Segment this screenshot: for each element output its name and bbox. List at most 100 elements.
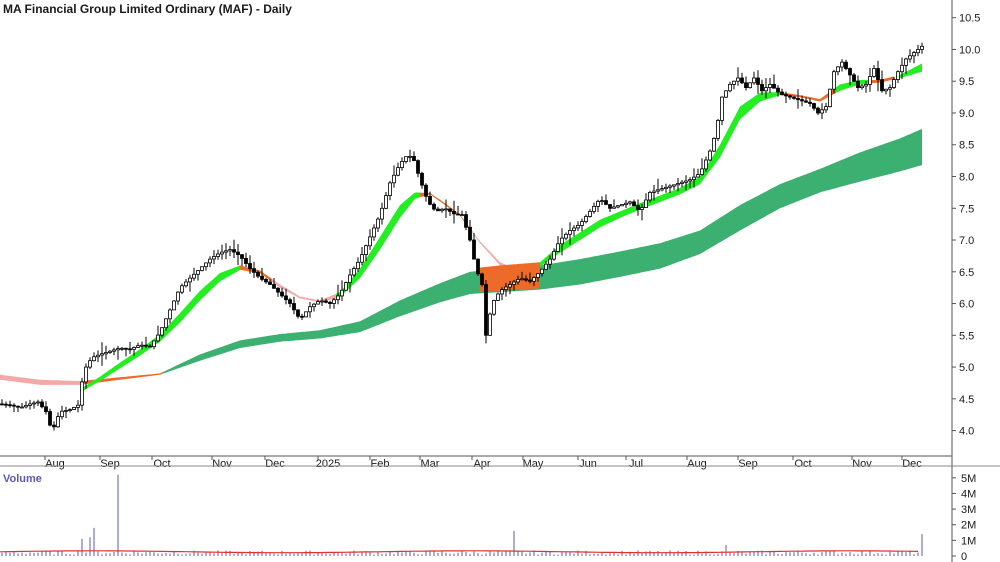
time-tick-label: Aug: [687, 458, 707, 470]
candle: [404, 156, 408, 164]
candle: [188, 274, 192, 292]
time-tick-label: Oct: [153, 458, 170, 470]
volume-average-line: [0, 550, 919, 554]
candle: [468, 220, 472, 242]
candle: [192, 267, 196, 281]
candle: [652, 185, 656, 201]
candle: [248, 255, 252, 274]
candle: [904, 57, 908, 74]
candle: [328, 300, 332, 309]
candle: [608, 204, 612, 212]
candle: [592, 202, 596, 214]
candle: [696, 168, 700, 178]
volume-tick-label: 0: [961, 551, 967, 562]
time-tick-label: Feb: [371, 458, 390, 470]
candle: [204, 262, 208, 271]
candle: [532, 276, 536, 286]
candle: [912, 51, 916, 64]
candle: [724, 90, 728, 98]
candle: [240, 254, 244, 266]
candle: [480, 272, 484, 287]
candle: [524, 275, 528, 282]
candle: [872, 65, 876, 78]
candle: [832, 69, 836, 94]
candle: [640, 203, 644, 221]
candle: [704, 156, 708, 172]
candle: [452, 200, 456, 224]
candle: [728, 81, 732, 93]
short-ma-band-up: [80, 265, 240, 393]
time-tick-label: Nov: [852, 458, 872, 470]
candle: [88, 357, 92, 370]
candle: [272, 278, 276, 289]
candle: [552, 248, 556, 261]
candle: [800, 95, 804, 107]
candle: [72, 406, 76, 410]
volume-tick-label: 4M: [961, 489, 976, 501]
candle: [840, 59, 844, 72]
candle: [756, 70, 760, 94]
candle: [572, 225, 576, 237]
price-tick-label: 10.5: [959, 13, 980, 25]
candle: [20, 403, 24, 409]
candle: [596, 199, 600, 213]
candle: [456, 205, 460, 216]
short-ma-band-up: [836, 80, 870, 93]
candle: [500, 287, 504, 301]
candle: [880, 70, 884, 93]
candle: [396, 162, 400, 177]
candle: [708, 149, 712, 162]
candle: [884, 88, 888, 95]
candle: [336, 284, 340, 305]
candle: [68, 408, 72, 413]
candle: [564, 232, 568, 241]
candle: [492, 299, 496, 316]
candle: [716, 118, 720, 141]
candle: [908, 49, 912, 63]
candle: [556, 236, 560, 253]
volume-bars: [0, 474, 923, 556]
candle: [208, 256, 212, 268]
candle: [136, 342, 140, 348]
price-tick-label: 5.5: [959, 330, 974, 342]
candle: [416, 159, 420, 178]
price-tick-label: 7.0: [959, 235, 974, 247]
short-ma-band-down: [240, 265, 272, 282]
candle: [160, 327, 164, 338]
time-tick-label: Jul: [629, 458, 643, 470]
candle: [352, 266, 356, 277]
candle: [628, 200, 632, 206]
candle: [408, 149, 412, 163]
candle: [96, 350, 100, 363]
candle: [228, 245, 232, 257]
candle: [916, 44, 920, 57]
candle: [796, 89, 800, 109]
candle: [400, 157, 404, 171]
candle: [280, 287, 284, 298]
candle: [668, 184, 672, 193]
candle: [116, 345, 120, 360]
candle: [332, 297, 336, 309]
time-tick-label: Apr: [473, 458, 490, 470]
candle: [560, 228, 564, 256]
candle: [388, 180, 392, 201]
candle: [900, 57, 904, 80]
candle: [612, 199, 616, 209]
candle: [584, 214, 588, 224]
candle: [624, 199, 628, 208]
candle: [892, 77, 896, 89]
candle: [448, 208, 452, 216]
candle: [84, 363, 88, 389]
candle: [436, 206, 440, 212]
price-tick-label: 7.5: [959, 203, 974, 215]
candle: [784, 91, 788, 103]
candle: [664, 183, 668, 193]
candle: [656, 178, 660, 194]
candle: [196, 270, 200, 281]
candle: [748, 82, 752, 89]
time-tick-label: 2025: [316, 458, 340, 470]
candle: [544, 260, 548, 270]
candle: [432, 202, 436, 211]
price-tick-label: 4.0: [959, 426, 974, 438]
candle: [528, 272, 532, 284]
